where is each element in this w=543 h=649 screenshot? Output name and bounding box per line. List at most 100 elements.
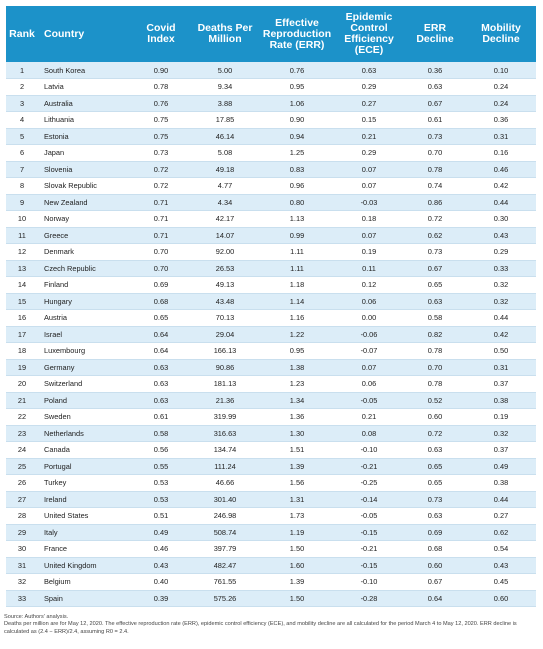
source-note: Source: Authors' analysis.: [4, 614, 69, 620]
err-cell: 1.51: [260, 441, 334, 459]
covid-index-cell: 0.90: [132, 62, 190, 79]
covid-index-cell: 0.64: [132, 326, 190, 343]
country-cell: Italy: [38, 524, 132, 541]
table-row: 3 Australia 0.76 3.88 1.06 0.27 0.67 0.24: [6, 95, 536, 112]
country-cell: Finland: [38, 276, 132, 294]
err-cell: 1.31: [260, 491, 334, 508]
mobility-decline-cell: 0.19: [466, 408, 536, 426]
rank-cell: 14: [6, 276, 38, 294]
deaths-per-million-cell: 90.86: [190, 359, 260, 376]
rank-cell: 12: [6, 243, 38, 261]
deaths-per-million-cell: 482.47: [190, 557, 260, 574]
covid-index-cell: 0.70: [132, 243, 190, 261]
covid-index-cell: 0.75: [132, 111, 190, 129]
table-row: 28 United States 0.51 246.98 1.73 -0.05 0.63 0.…: [6, 507, 536, 525]
mobility-decline-cell: 0.24: [466, 95, 536, 112]
covid-index-cell: 0.51: [132, 507, 190, 525]
header-deaths-per-million: Deaths Per Million: [190, 6, 260, 62]
mobility-decline-cell: 0.32: [466, 425, 536, 442]
table-row: 25 Portugal 0.55 111.24 1.39 -0.21 0.65 0.49: [6, 458, 536, 475]
covid-index-cell: 0.73: [132, 144, 190, 162]
table-notes: Source: Authors' analysis. Deaths per mi…: [4, 614, 534, 636]
table-row: 15 Hungary 0.68 43.48 1.14 0.06 0.63 0.32: [6, 293, 536, 310]
err-cell: 0.95: [260, 78, 334, 96]
err-cell: 1.16: [260, 309, 334, 327]
table-row: 7 Slovenia 0.72 49.18 0.83 0.07 0.78 0.46: [6, 161, 536, 178]
mobility-decline-cell: 0.62: [466, 524, 536, 541]
mobility-decline-cell: 0.32: [466, 293, 536, 310]
covid-index-cell: 0.49: [132, 524, 190, 541]
covid-index-cell: 0.56: [132, 441, 190, 459]
table-header: Rank Country Covid Index Deaths Per Mill…: [6, 6, 536, 62]
table-row: 1 South Korea 0.90 5.00 0.76 0.63 0.36 0.10: [6, 62, 536, 79]
deaths-per-million-cell: 70.13: [190, 309, 260, 327]
covid-index-cell: 0.46: [132, 540, 190, 558]
country-cell: Czech Republic: [38, 260, 132, 277]
ece-cell: 0.00: [334, 309, 404, 327]
country-cell: Lithuania: [38, 111, 132, 129]
err-decline-cell: 0.86: [404, 194, 466, 211]
err-decline-cell: 0.60: [404, 408, 466, 426]
table-row: 20 Switzerland 0.63 181.13 1.23 0.06 0.78 0.37: [6, 375, 536, 393]
deaths-per-million-cell: 5.08: [190, 144, 260, 162]
err-cell: 0.99: [260, 227, 334, 244]
ece-cell: -0.07: [334, 342, 404, 360]
country-cell: Denmark: [38, 243, 132, 261]
rank-cell: 4: [6, 111, 38, 129]
err-decline-cell: 0.64: [404, 590, 466, 607]
rank-cell: 3: [6, 95, 38, 112]
mobility-decline-cell: 0.44: [466, 194, 536, 211]
mobility-decline-cell: 0.16: [466, 144, 536, 162]
mobility-decline-cell: 0.37: [466, 375, 536, 393]
covid-index-cell: 0.63: [132, 359, 190, 376]
table-row: 21 Poland 0.63 21.36 1.34 -0.05 0.52 0.38: [6, 392, 536, 409]
err-cell: 1.50: [260, 540, 334, 558]
ece-cell: 0.11: [334, 260, 404, 277]
table-row: 4 Lithuania 0.75 17.85 0.90 0.15 0.61 0.36: [6, 111, 536, 129]
covid-index-cell: 0.65: [132, 309, 190, 327]
table-row: 18 Luxembourg 0.64 166.13 0.95 -0.07 0.78 0.50: [6, 342, 536, 360]
country-cell: Slovak Republic: [38, 177, 132, 195]
err-decline-cell: 0.67: [404, 260, 466, 277]
rank-cell: 24: [6, 441, 38, 459]
rank-cell: 8: [6, 177, 38, 195]
country-cell: France: [38, 540, 132, 558]
covid-index-table: Rank Country Covid Index Deaths Per Mill…: [6, 6, 536, 607]
err-cell: 1.23: [260, 375, 334, 393]
err-decline-cell: 0.63: [404, 293, 466, 310]
err-decline-cell: 0.70: [404, 359, 466, 376]
err-cell: 0.94: [260, 128, 334, 145]
mobility-decline-cell: 0.37: [466, 441, 536, 459]
covid-index-cell: 0.71: [132, 227, 190, 244]
country-cell: New Zealand: [38, 194, 132, 211]
rank-cell: 7: [6, 161, 38, 178]
header-mobility-decline: Mobility Decline: [466, 6, 536, 62]
err-decline-cell: 0.63: [404, 78, 466, 96]
err-decline-cell: 0.69: [404, 524, 466, 541]
country-cell: Latvia: [38, 78, 132, 96]
country-cell: Israel: [38, 326, 132, 343]
mobility-decline-cell: 0.60: [466, 590, 536, 607]
country-cell: Slovenia: [38, 161, 132, 178]
err-cell: 1.18: [260, 276, 334, 294]
ece-cell: 0.21: [334, 408, 404, 426]
covid-index-cell: 0.55: [132, 458, 190, 475]
covid-index-cell: 0.72: [132, 177, 190, 195]
mobility-decline-cell: 0.32: [466, 276, 536, 294]
rank-cell: 6: [6, 144, 38, 162]
ece-cell: -0.15: [334, 524, 404, 541]
err-decline-cell: 0.73: [404, 128, 466, 145]
err-cell: 1.34: [260, 392, 334, 409]
covid-index-cell: 0.39: [132, 590, 190, 607]
err-cell: 1.25: [260, 144, 334, 162]
country-cell: Germany: [38, 359, 132, 376]
err-cell: 1.73: [260, 507, 334, 525]
rank-cell: 22: [6, 408, 38, 426]
covid-index-cell: 0.71: [132, 194, 190, 211]
err-cell: 0.96: [260, 177, 334, 195]
err-cell: 1.39: [260, 573, 334, 591]
country-cell: Switzerland: [38, 375, 132, 393]
mobility-decline-cell: 0.54: [466, 540, 536, 558]
ece-cell: 0.29: [334, 78, 404, 96]
err-cell: 1.30: [260, 425, 334, 442]
